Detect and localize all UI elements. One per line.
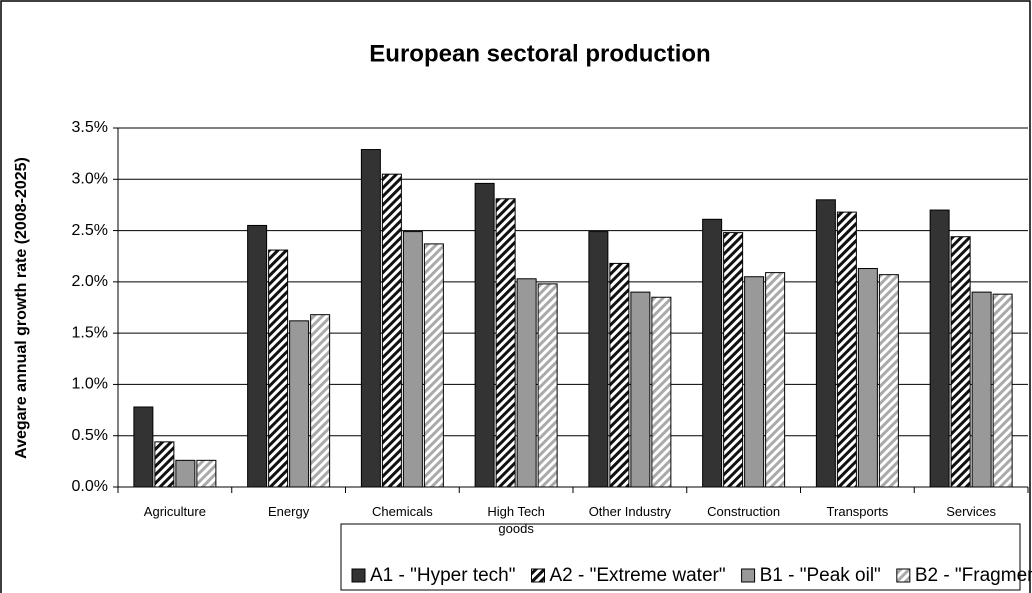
bar [423,243,444,488]
bar [402,231,423,488]
y-tick-label: 2.5% [72,222,108,239]
x-tick-label: Energy [268,504,310,519]
x-tick-label: Construction [707,504,781,519]
bar [857,268,878,488]
y-axis-label: Avegare annual growth rate (2008-2025) [13,157,30,459]
bar [765,272,786,488]
x-tick-label: Chemicals [372,504,433,519]
bar [702,218,723,488]
bar [744,276,765,488]
bar [495,198,516,488]
bar [196,459,217,488]
legend-label: A1 - "Hyper tech" [370,565,516,586]
bar [360,149,381,488]
bar [537,283,558,488]
legend-swatch [896,568,911,583]
bar [609,262,630,488]
bar [992,293,1013,488]
bar [133,406,154,488]
bar [516,278,537,488]
y-tick-label: 1.0% [72,376,108,393]
y-tick-label: 3.5% [72,119,108,136]
bar [878,274,899,488]
y-tick-label: 1.5% [72,324,108,341]
bar [175,459,196,488]
chart-title: European sectoral production [369,40,710,67]
y-tick-label: 0.5% [72,427,108,444]
legend-swatch [351,568,366,583]
bar [815,199,836,488]
bar [381,173,402,488]
bar [474,182,495,488]
y-tick-label: 2.0% [72,273,108,290]
bar [950,236,971,488]
x-tick-label: Other Industry [588,504,672,519]
bar [836,211,857,488]
bar [651,296,672,488]
bar [929,209,950,488]
bar [289,320,310,488]
x-tick-label: Services [946,504,997,519]
y-tick-label: 0.0% [72,478,108,495]
x-tick-label: Transports [826,504,889,519]
legend-swatch [531,568,545,583]
x-tick-label: High Tech goods [487,504,545,536]
bar [588,231,609,488]
legend-label: B1 - "Peak oil" [760,565,881,586]
legend-label: B2 - "Fragmentation" [915,565,1032,586]
bar [268,249,289,488]
y-tick-label: 3.0% [72,171,108,188]
bar [154,441,175,488]
bar [723,232,744,488]
legend-label: A2 - "Extreme water" [550,565,726,586]
legend-swatch [741,568,756,583]
x-tick-label: Agriculture [143,504,206,519]
bar [310,314,331,488]
bar [971,291,992,488]
bar [247,224,268,488]
bar [630,291,651,488]
